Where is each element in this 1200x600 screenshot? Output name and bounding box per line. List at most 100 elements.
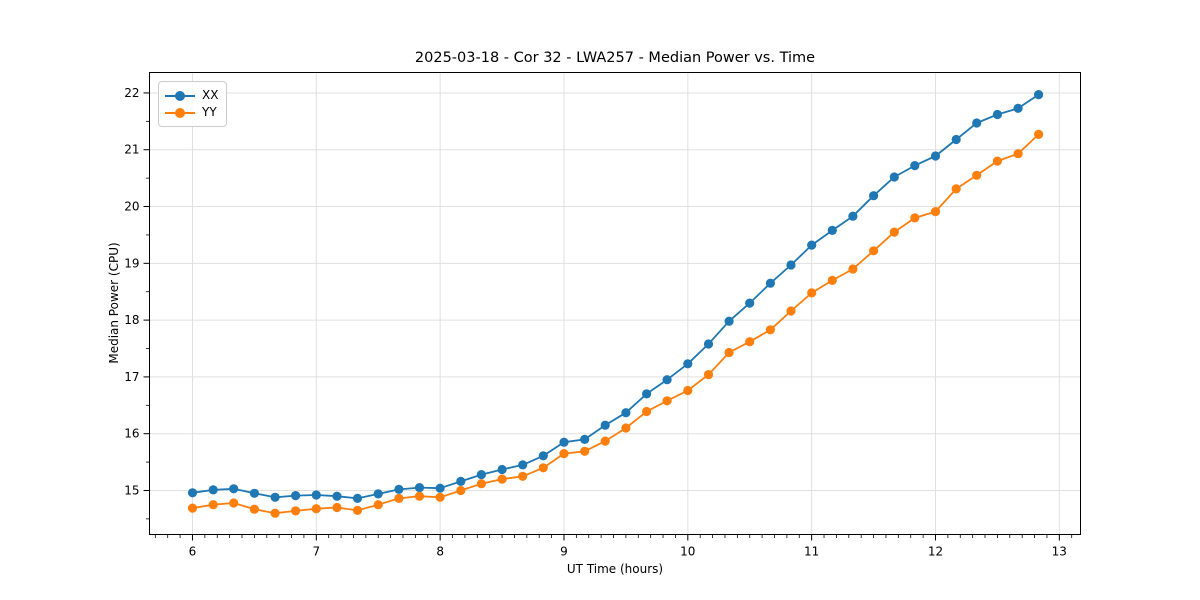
series-yy-point (373, 500, 383, 510)
series-xx-point (373, 489, 383, 499)
y-tick-label: 16 (124, 427, 139, 441)
series-xx-point (435, 483, 445, 493)
series-yy-point (951, 184, 961, 194)
series-xx-point (951, 134, 961, 145)
series-yy-point (724, 347, 734, 358)
series-yy-point (435, 492, 445, 502)
series-yy-point (683, 385, 693, 396)
series-yy-point (703, 370, 714, 380)
legend: XX YY (158, 81, 227, 127)
series-xx-point (910, 161, 920, 171)
y-tick-label: 19 (124, 256, 139, 270)
series-xx-point (1034, 90, 1044, 100)
series-xx-line (192, 93, 1040, 500)
series-xx-point (621, 408, 631, 418)
y-tick-label: 15 (124, 483, 139, 497)
series-yy-point (352, 505, 363, 515)
series-yy-point (972, 170, 982, 180)
series-yy-point (291, 506, 301, 516)
series-yy-point (187, 503, 198, 513)
x-tick-label: 6 (189, 545, 197, 559)
y-tick-label: 21 (124, 143, 139, 157)
series-yy-point (311, 504, 321, 514)
x-tick-label: 12 (928, 545, 943, 559)
legend-line-marker-icon (165, 90, 195, 101)
series-xx-point (1013, 103, 1023, 113)
x-tick-label: 13 (1052, 545, 1067, 559)
series-xx-point (765, 278, 776, 288)
legend-label-xx: XX (202, 88, 219, 102)
series-xx-point (703, 339, 714, 349)
series-yy-point (518, 471, 528, 481)
y-tick-label: 22 (124, 86, 139, 100)
series-xx-point (992, 109, 1003, 120)
series-yy-point (497, 474, 507, 484)
series-xx-point (538, 451, 548, 461)
series-yy-point (414, 491, 425, 501)
series-yy-point (848, 264, 858, 274)
series-yy-point (1034, 129, 1044, 139)
legend-label-yy: YY (202, 105, 217, 119)
series-xx-point (683, 359, 693, 369)
series-xx-point (187, 488, 198, 498)
series-yy-point (229, 498, 239, 508)
series-xx-point (291, 491, 301, 501)
series-yy-point (559, 449, 569, 459)
series-xx-point (518, 460, 528, 470)
series-xx-point (229, 484, 239, 494)
x-tick-label: 9 (560, 545, 568, 559)
series-xx-point (786, 260, 796, 270)
x-tick-label: 10 (680, 545, 695, 559)
x-tick-label: 7 (312, 545, 320, 559)
series-yy-point (889, 227, 899, 237)
series-yy-point (992, 156, 1003, 166)
series-yy-point (1013, 149, 1023, 159)
series-xx-point (394, 484, 404, 494)
series-xx-point (414, 483, 425, 493)
series-xx-point (930, 151, 941, 161)
series-xx-point (869, 191, 879, 201)
series-yy-point (476, 479, 486, 489)
series-xx-point (559, 437, 569, 447)
series-yy-point (786, 306, 796, 316)
y-tick-label: 17 (124, 370, 139, 384)
series-yy-point (642, 406, 652, 417)
series-yy-point (270, 508, 280, 518)
series-xx-point (456, 476, 466, 486)
series-yy-point (765, 325, 776, 335)
series-yy-point (580, 446, 590, 456)
series-xx-point (208, 485, 218, 495)
series-yy-point (538, 463, 548, 473)
axes-frame (149, 72, 1081, 535)
series-xx-point (476, 470, 486, 480)
series-xx-point (497, 464, 507, 475)
x-tick-label: 8 (436, 545, 444, 559)
series-yy-point (456, 485, 466, 496)
series-yy-point (807, 288, 817, 298)
series-xx-point (249, 488, 259, 498)
series-yy-point (827, 275, 837, 285)
series-xx-point (889, 172, 899, 182)
series-xx-point (827, 225, 837, 235)
series-xx-point (848, 211, 858, 221)
series-xx-point (724, 316, 734, 326)
series-yy-point (332, 502, 342, 513)
y-tick-label: 20 (124, 200, 139, 214)
series-yy-point (208, 500, 218, 510)
series-yy-point (394, 493, 404, 503)
chart-title: 2025-03-18 - Cor 32 - LWA257 - Median Po… (414, 50, 816, 66)
series-xx-point (807, 240, 817, 250)
x-axis-label: UT Time (hours) (566, 562, 664, 576)
y-tick-label: 18 (124, 313, 139, 327)
legend-item-xx: XX (165, 87, 218, 104)
series-xx-point (662, 375, 672, 385)
series-yy-point (600, 436, 610, 446)
series-yy-point (910, 213, 920, 223)
series-xx-point (311, 490, 321, 500)
series-xx-point (642, 389, 652, 399)
legend-item-yy: YY (165, 104, 218, 121)
series-xx-point (972, 118, 982, 128)
x-tick-label: 11 (804, 545, 819, 559)
